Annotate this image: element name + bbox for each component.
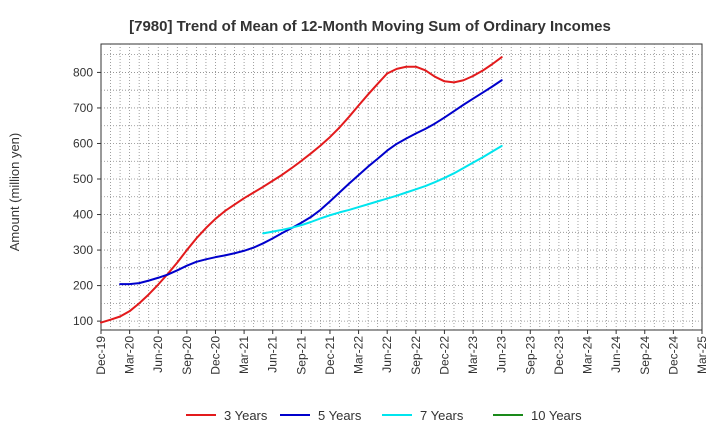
y-axis-label: Amount (million yen) (7, 133, 22, 252)
legend: 3 Years 5 Years 7 Years 10 Years (186, 408, 582, 423)
y-tick-label: 600 (73, 136, 93, 150)
x-tick-label: Dec-21 (323, 336, 337, 375)
x-tick-label: Mar-23 (466, 336, 480, 374)
x-tick-label: Dec-20 (208, 336, 222, 375)
x-tick-label: Dec-22 (437, 336, 451, 375)
legend-7-years-label: 7 Years (420, 408, 464, 423)
y-tick-label: 100 (73, 314, 93, 328)
x-tick-label: Dec-24 (666, 336, 680, 375)
x-tick-label: Dec-23 (552, 336, 566, 375)
legend-10-years-label: 10 Years (531, 408, 582, 423)
x-tick-label: Jun-24 (609, 336, 623, 373)
x-tick-label: Sep-21 (294, 336, 308, 375)
series-line-5-years (119, 79, 503, 286)
y-tick-label: 300 (73, 243, 93, 257)
legend-5-years-label: 5 Years (318, 408, 362, 423)
plot-area: 100 200 300 400 500 600 700 800 Dec-19 Mar-20 Jun-… (73, 43, 709, 375)
x-tick-label: Mar-21 (237, 336, 251, 374)
x-tick-label: Mar-25 (695, 336, 709, 374)
x-tick-label: Sep-22 (409, 336, 423, 375)
y-tick-label: 700 (73, 101, 93, 115)
y-tick-label: 400 (73, 208, 93, 222)
x-tick-label: Mar-24 (581, 336, 595, 374)
plot-frame (100, 43, 703, 331)
y-tick-label: 800 (73, 65, 93, 79)
x-tick-label: Jun-21 (266, 336, 280, 373)
legend-3-years-label: 3 Years (224, 408, 268, 423)
x-tick-label: Jun-23 (495, 336, 509, 373)
x-tick-label: Sep-20 (180, 336, 194, 375)
x-tick-label: Sep-23 (523, 336, 537, 375)
chart-title: [7980] Trend of Mean of 12-Month Moving … (129, 18, 611, 35)
y-tick-label: 500 (73, 172, 93, 186)
series-line-7-years (262, 144, 503, 235)
x-tick-label: Dec-19 (94, 336, 108, 375)
x-tick-label: Jun-20 (151, 336, 165, 373)
x-tick-label: Mar-22 (352, 336, 366, 374)
y-tick-label: 200 (73, 279, 93, 293)
x-tick-label: Mar-20 (123, 336, 137, 374)
x-tick-label: Sep-24 (638, 336, 652, 375)
x-tick-label: Jun-22 (380, 336, 394, 373)
